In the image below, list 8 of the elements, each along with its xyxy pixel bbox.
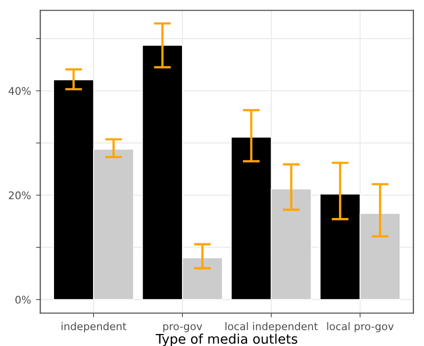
y-tick-label: 0% bbox=[15, 296, 31, 304]
x-axis-title: Type of media outlets bbox=[156, 334, 298, 346]
y-tick-label: 20% bbox=[8, 191, 31, 200]
x-tick-label: pro-gov bbox=[163, 324, 202, 332]
x-tick-label: local independent bbox=[226, 322, 318, 332]
x-tick-label: independent bbox=[62, 322, 126, 332]
x-tick-label: local pro-gov bbox=[327, 322, 394, 332]
y-tick-label: 40% bbox=[8, 86, 31, 95]
